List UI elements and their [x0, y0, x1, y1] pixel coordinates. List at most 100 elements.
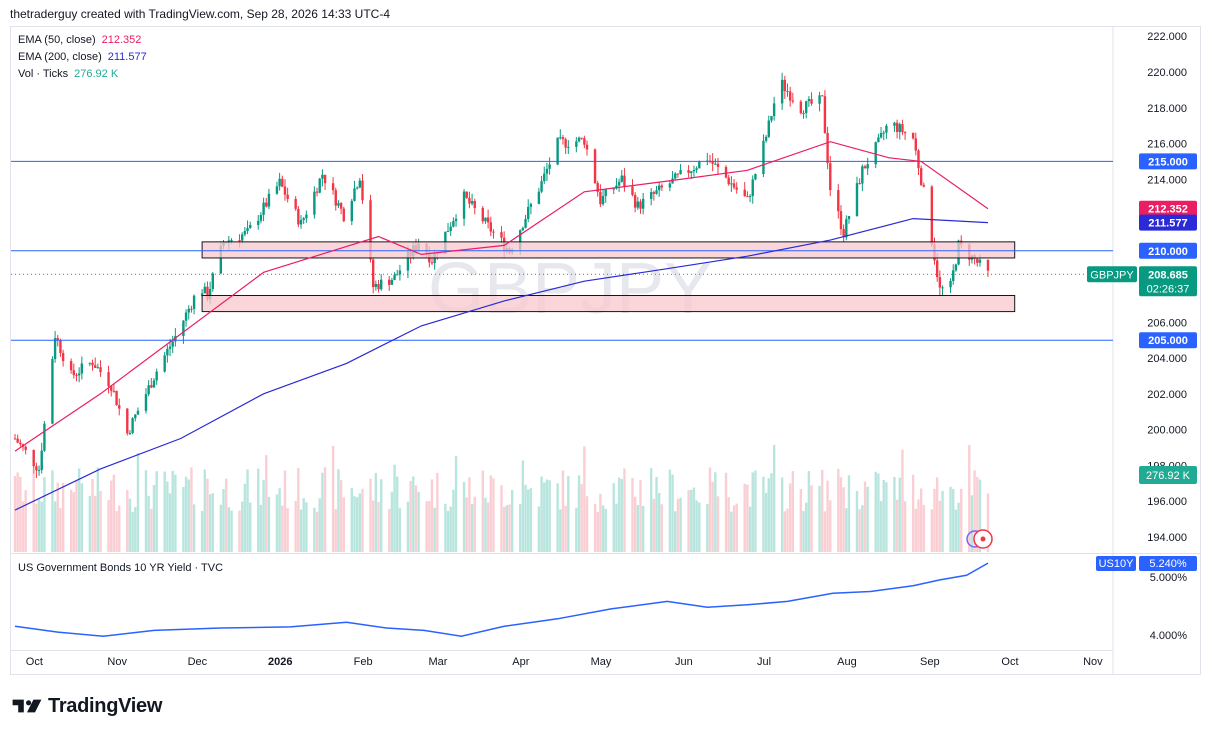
- candle-body: [786, 91, 789, 93]
- candle-body: [575, 141, 578, 147]
- volume-last-label: 276.92 K: [1146, 470, 1191, 482]
- us10y-last-label-bg: [1139, 556, 1197, 571]
- candle-body: [941, 287, 944, 289]
- legend-ema200-label: EMA (200, close): [18, 51, 102, 63]
- volume-bar: [561, 470, 565, 552]
- volume-bar: [315, 511, 319, 552]
- volume-bar: [802, 511, 805, 552]
- volume-bar: [238, 510, 241, 552]
- time-tick-label: Nov: [1083, 656, 1103, 668]
- candle-body: [543, 173, 546, 182]
- volume-bar: [564, 505, 567, 552]
- volume-bar: [585, 496, 589, 552]
- candle-body: [596, 183, 599, 192]
- candle-body: [976, 258, 979, 263]
- candle-body: [855, 183, 859, 217]
- volume-bar: [537, 506, 541, 552]
- volume-bar: [668, 469, 672, 552]
- volume-bar: [615, 503, 618, 552]
- candle-body: [342, 208, 345, 222]
- volume-bar: [371, 500, 375, 552]
- candle-body: [788, 91, 792, 101]
- candle-body: [580, 137, 583, 139]
- volume-bar: [246, 469, 249, 552]
- tradingview-footer[interactable]: TradingView: [12, 694, 162, 718]
- candle-body: [585, 144, 589, 150]
- candle-body: [184, 312, 188, 321]
- volume-bar: [767, 478, 770, 552]
- volume-bar: [743, 483, 746, 552]
- volume-bar: [468, 477, 471, 552]
- support-resistance-zone: [201, 295, 1016, 313]
- volume-bar: [184, 476, 188, 552]
- legend-ema200[interactable]: EMA (200, close) 211.577: [18, 51, 147, 63]
- volume-bar: [224, 478, 228, 552]
- candle-body: [299, 220, 303, 225]
- volume-bar: [465, 497, 468, 552]
- candle-body: [847, 216, 851, 220]
- volume-bar: [166, 481, 169, 552]
- candle-body: [599, 191, 602, 205]
- volume-bar: [313, 507, 316, 552]
- ema200-line: [14, 217, 989, 511]
- candle-body: [118, 405, 121, 409]
- candle-body: [144, 394, 148, 411]
- legend-ema50-label: EMA (50, close): [18, 34, 96, 46]
- volume-bar: [751, 472, 754, 552]
- candle-body: [802, 112, 805, 114]
- legend-ema50-value: 212.352: [101, 34, 142, 46]
- volume-bar: [911, 474, 915, 552]
- volume-bar: [957, 502, 960, 552]
- candle-body: [564, 139, 567, 148]
- candle-body: [615, 185, 618, 189]
- candle-body: [315, 191, 319, 193]
- chart-header: thetraderguy created with TradingView.co…: [10, 7, 390, 21]
- chart-frame: [10, 26, 1201, 675]
- us10y-last-label: 5.240%: [1149, 558, 1187, 570]
- candle-body: [623, 175, 626, 187]
- candle-body: [791, 100, 795, 102]
- candle-body: [163, 355, 166, 372]
- volume-bar: [805, 502, 808, 552]
- legend-volume[interactable]: Vol · Ticks 276.92 K: [18, 68, 118, 80]
- volume-bar: [679, 497, 682, 552]
- candle-body: [821, 95, 824, 97]
- volume-bar: [861, 505, 864, 552]
- candle-body: [866, 164, 869, 169]
- volume-bar: [687, 490, 690, 552]
- volume-bar: [80, 483, 84, 552]
- volume-bar: [599, 493, 602, 552]
- volume-bar: [575, 507, 578, 552]
- yield-tick-label: 5.000%: [1150, 572, 1188, 584]
- candle-body: [486, 217, 490, 223]
- candle-body: [922, 184, 926, 187]
- volume-bar: [641, 505, 645, 552]
- volume-bar: [163, 471, 166, 552]
- volume-bar: [960, 488, 963, 552]
- time-tick-label: 2026: [268, 656, 292, 668]
- volume-bar: [190, 467, 193, 552]
- volume-bar: [110, 480, 113, 552]
- volume-bar: [211, 493, 215, 552]
- candle-body: [59, 340, 62, 354]
- volume-bar: [652, 498, 656, 552]
- candle-body: [903, 132, 907, 134]
- volume-bar: [53, 501, 57, 552]
- volume-bar: [259, 504, 263, 552]
- volume-bar: [262, 480, 265, 552]
- price-label-bg: [1139, 266, 1197, 297]
- volume-bar: [486, 502, 490, 552]
- price-label: 212.352: [1148, 204, 1188, 216]
- candle-body: [24, 446, 27, 450]
- candle-body: [561, 137, 565, 140]
- volume-bar: [43, 477, 46, 552]
- candle-body: [393, 274, 396, 281]
- volume-bar: [473, 496, 476, 552]
- legend-ema50[interactable]: EMA (50, close) 212.352: [18, 34, 141, 46]
- volume-bar: [799, 489, 803, 552]
- us10y-legend[interactable]: US Government Bonds 10 YR Yield · TVC: [18, 562, 224, 574]
- volume-bar: [318, 498, 321, 552]
- candle-body: [257, 220, 260, 225]
- candle-body: [93, 365, 97, 368]
